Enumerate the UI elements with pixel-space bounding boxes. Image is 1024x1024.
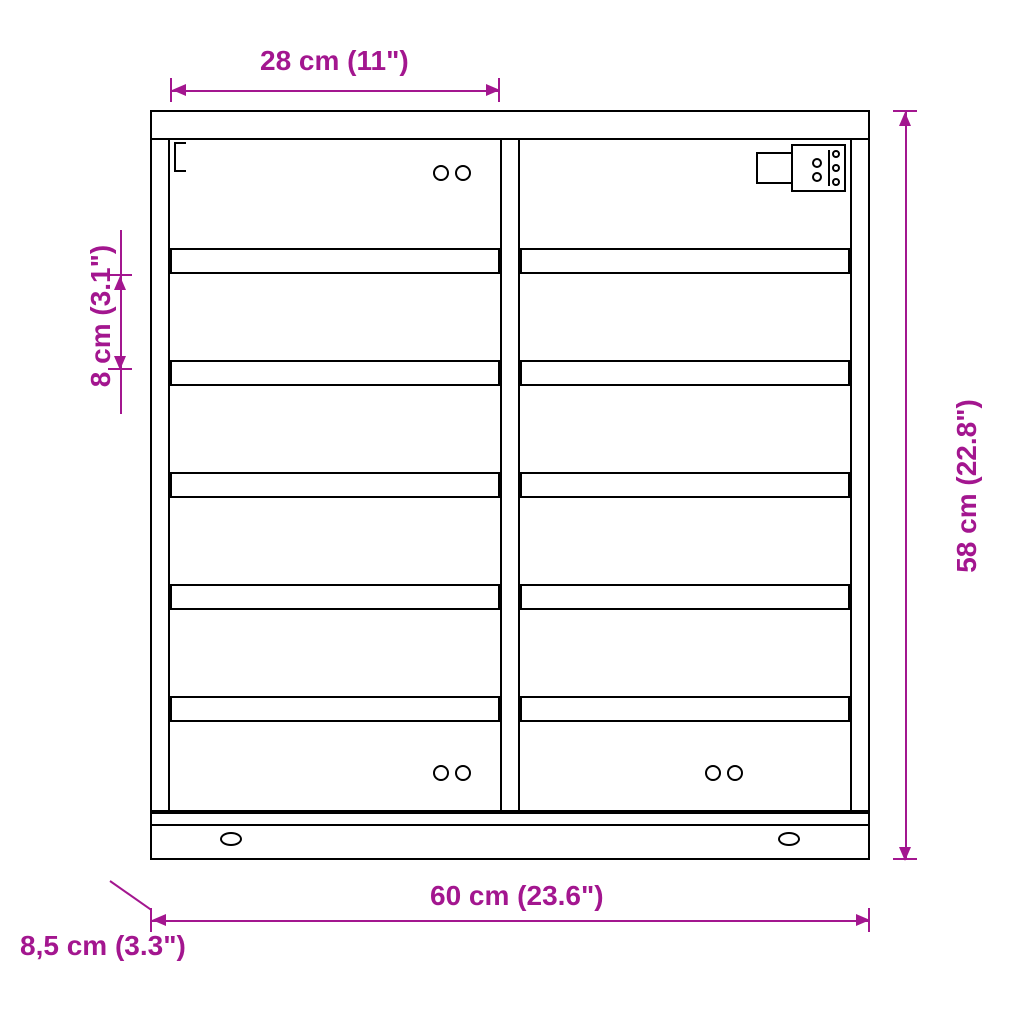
shelf [170, 594, 500, 610]
tick [893, 858, 917, 860]
tick [868, 908, 870, 932]
hole-icon [778, 832, 800, 846]
hole-icon [433, 765, 449, 781]
hole-icon [433, 165, 449, 181]
shelf [520, 594, 850, 610]
dim-compartment-width: 28 cm (11") [260, 45, 409, 77]
shelf [170, 370, 500, 386]
hole-icon [455, 165, 471, 181]
dim-line-ext [120, 368, 122, 414]
tick [150, 908, 152, 932]
shelf [520, 258, 850, 274]
dim-line [152, 920, 868, 922]
cabinet-drawing [150, 110, 870, 860]
shelf [520, 706, 850, 722]
hole-icon [705, 765, 721, 781]
arrow-icon [172, 84, 186, 96]
dim-line [109, 880, 151, 910]
side-panel-left [150, 110, 170, 812]
bracket-detail [174, 142, 186, 172]
side-panel-right [850, 110, 870, 812]
tick [498, 78, 500, 102]
center-divider [500, 138, 520, 812]
dim-line [172, 90, 498, 92]
dim-line-ext [120, 230, 122, 276]
dim-height: 58 cm (22.8") [951, 399, 983, 573]
shelf [170, 258, 500, 274]
hole-icon [727, 765, 743, 781]
arrow-icon [114, 276, 126, 290]
tick [170, 78, 172, 102]
shelf [170, 706, 500, 722]
bottom-base [150, 812, 870, 860]
dim-width: 60 cm (23.6") [430, 880, 604, 912]
technical-diagram: 28 cm (11") 58 cm (22.8") 60 cm (23.6") … [0, 0, 1024, 1024]
dim-shelf-gap: 8 cm (3.1") [85, 245, 117, 387]
shelf [520, 370, 850, 386]
arrow-icon [152, 914, 166, 926]
dim-depth: 8,5 cm (3.3") [20, 930, 186, 962]
hole-icon [220, 832, 242, 846]
shelf [520, 482, 850, 498]
hole-icon [455, 765, 471, 781]
tick [893, 110, 917, 112]
arrow-icon [899, 112, 911, 126]
shelf [170, 482, 500, 498]
dim-line [905, 112, 907, 859]
top-panel [150, 110, 870, 140]
mounting-bracket [756, 144, 846, 196]
